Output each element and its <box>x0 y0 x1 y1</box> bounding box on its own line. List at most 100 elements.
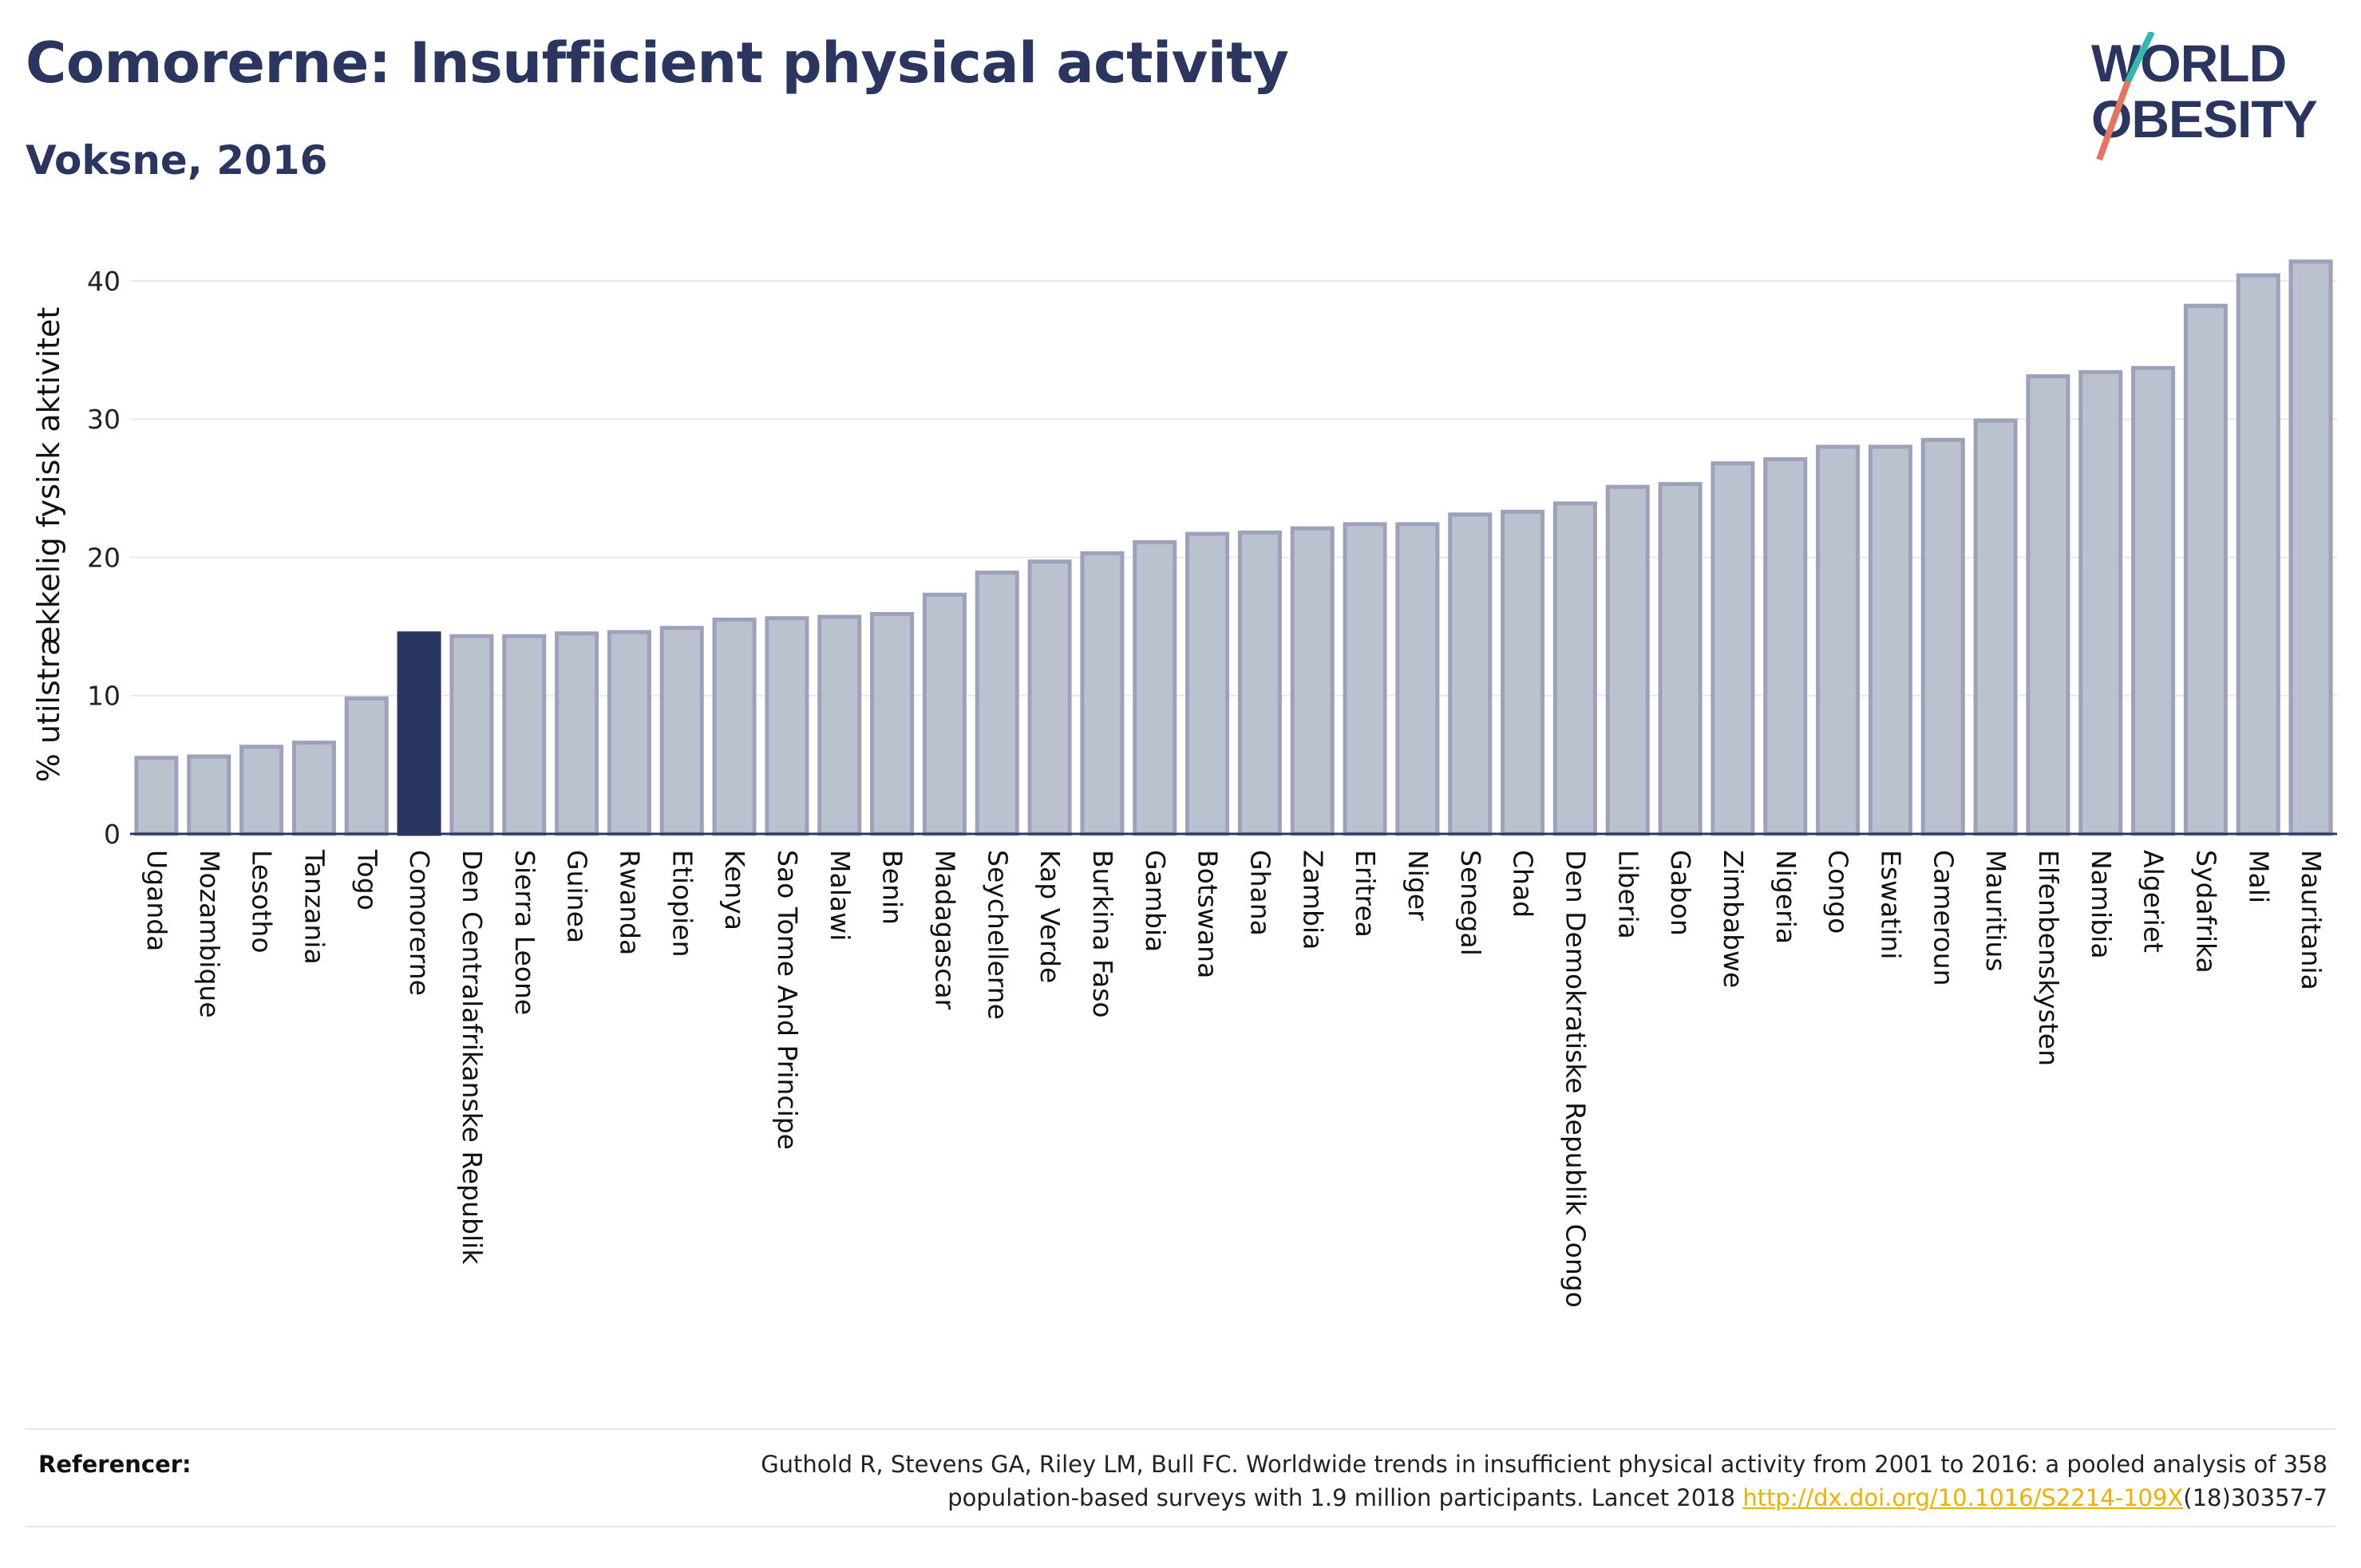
x-tick-label: Gambia <box>1140 850 1171 952</box>
bar <box>1395 522 1440 836</box>
bar <box>239 745 284 836</box>
x-tick-label: Zambia <box>1297 850 1328 950</box>
x-tick-label: Kenya <box>719 850 750 930</box>
x-tick-label: Sierra Leone <box>509 850 540 1015</box>
bar <box>1920 437 1965 836</box>
x-tick-label: Mozambique <box>194 850 225 1018</box>
logo-line2: OBESITY <box>2091 89 2317 148</box>
bar <box>555 631 599 836</box>
bar <box>1080 551 1125 836</box>
bar <box>1973 418 2018 836</box>
x-tick-label: Den Demokratiske Republik Congo <box>1560 850 1591 1308</box>
x-tick-label: Sydafrika <box>2190 850 2221 974</box>
bar <box>2236 273 2280 836</box>
bar <box>2183 303 2228 836</box>
x-tick-label: Eritrea <box>1350 850 1381 938</box>
bar <box>1343 522 1387 836</box>
x-tick-label: Madagascar <box>929 850 960 1010</box>
bar <box>1501 509 1545 836</box>
x-tick-label: Botswana <box>1192 850 1224 978</box>
x-tick-label: Den Centralafrikanske Republik <box>457 850 488 1265</box>
x-tick-label: Cameroun <box>1928 850 1959 986</box>
y-tick-label: 40 <box>87 266 121 297</box>
bar <box>1763 456 1808 836</box>
bar <box>449 634 494 836</box>
x-tick-label: Tanzania <box>299 849 330 965</box>
x-tick-label: Etiopien <box>666 850 698 957</box>
bar <box>975 571 1019 836</box>
x-tick-label: Eswatini <box>1875 850 1906 959</box>
references-label: Referencer: <box>38 1451 192 1478</box>
x-tick-label: Comorerne <box>404 850 435 996</box>
bar <box>1133 539 1177 836</box>
x-tick-label: Burkina Faso <box>1087 850 1118 1018</box>
bar <box>344 696 389 836</box>
x-tick-label: Seychellerne <box>982 850 1013 1020</box>
x-tick-label: Liberia <box>1612 850 1643 939</box>
doi-link[interactable]: http://dx.doi.org/10.1016/S2214-109X <box>1742 1484 2184 1511</box>
bar <box>2026 374 2070 836</box>
bar <box>1710 461 1755 836</box>
y-tick-label: 20 <box>87 542 121 573</box>
reference-line1: Guthold R, Stevens GA, Riley LM, Bull FC… <box>761 1451 2327 1478</box>
bar <box>1237 530 1282 836</box>
x-tick-label: Nigeria <box>1770 850 1801 944</box>
reference-line2-end: (18)30357-7 <box>2183 1484 2327 1511</box>
references-panel: Referencer: Guthold R, Stevens GA, Riley… <box>26 1428 2335 1527</box>
bar <box>502 634 547 836</box>
bar <box>922 592 967 836</box>
bar <box>187 754 231 836</box>
logo-slash-teal <box>2125 32 2155 83</box>
x-tick-label: Malawi <box>825 850 856 941</box>
bar <box>134 756 179 836</box>
logo-slash-coral <box>2096 80 2131 161</box>
x-tick-label: Gabon <box>1665 850 1696 936</box>
bar <box>2078 369 2123 836</box>
bar <box>1816 444 1861 836</box>
y-tick-label: 0 <box>104 819 121 850</box>
x-tick-label: Elfenbenskysten <box>2033 850 2064 1066</box>
x-tick-label: Ghana <box>1244 850 1275 936</box>
bar <box>1448 512 1493 836</box>
bar <box>712 617 757 836</box>
x-tick-label: Mauritius <box>1980 850 2011 972</box>
x-tick-label: Guinea <box>562 850 593 943</box>
references-text: Guthold R, Stevens GA, Riley LM, Bull FC… <box>492 1448 2327 1515</box>
x-tick-label: Zimbabwe <box>1718 850 1749 988</box>
y-tick-label: 30 <box>87 404 121 435</box>
bar <box>1658 482 1703 836</box>
bar-chart: 0 10 20 30 40 Uganda Mozambique Lesotho Tanzania… <box>31 259 2337 1308</box>
world-obesity-logo: WORLD OBESITY <box>2091 32 2318 161</box>
x-tick-label: Kap Verde <box>1034 850 1066 983</box>
reference-line2: population-based surveys with 1.9 millio… <box>947 1484 1743 1511</box>
x-tick-label: Lesotho <box>247 850 278 954</box>
bar <box>2131 365 2176 836</box>
y-tick-label: 10 <box>87 681 121 712</box>
x-tick-label: Senegal <box>1455 850 1486 956</box>
x-tick-label: Togo <box>351 849 382 910</box>
bar <box>1605 484 1650 836</box>
bar <box>1185 531 1230 836</box>
chart-title: Comorerne: Insufficient physical activit… <box>26 30 1289 96</box>
bar <box>817 614 862 836</box>
x-tick-label: Algeriet <box>2138 850 2169 953</box>
x-tick-label: Benin <box>877 850 908 925</box>
x-tick-label: Niger <box>1402 850 1434 921</box>
bar <box>1868 444 1912 836</box>
x-tick-label: Rwanda <box>614 850 645 955</box>
x-tick-label: Uganda <box>141 850 172 951</box>
bar <box>765 616 809 836</box>
x-tick-label: Congo <box>1823 850 1854 934</box>
logo-line1: WORLD <box>2091 34 2286 93</box>
bar <box>2288 259 2333 836</box>
x-tick-label: Sao Tome And Principe <box>772 850 803 1150</box>
chart-subtitle: Voksne, 2016 <box>26 137 328 184</box>
bar <box>291 741 336 836</box>
bar <box>659 626 704 836</box>
bar <box>870 612 915 836</box>
bar <box>1290 526 1335 836</box>
bar <box>397 631 441 836</box>
x-tick-label: Mauritania <box>2296 850 2327 990</box>
x-tick-label: Mali <box>2243 850 2274 903</box>
bar <box>607 630 651 836</box>
